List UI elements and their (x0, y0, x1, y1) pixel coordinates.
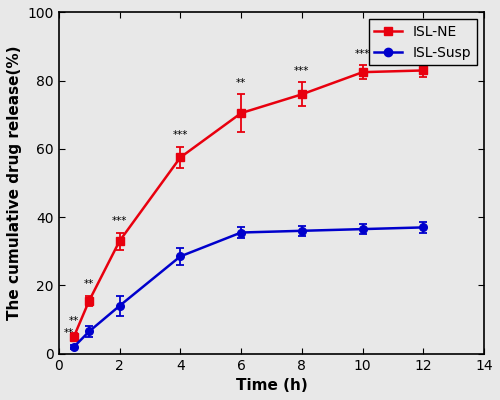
Text: ***: *** (172, 130, 188, 140)
Text: **: ** (84, 279, 94, 289)
Text: ***: *** (294, 66, 310, 76)
Legend: ISL-NE, ISL-Susp: ISL-NE, ISL-Susp (368, 19, 478, 66)
Text: ***: *** (355, 48, 370, 58)
Y-axis label: The cumulative drug release(%): The cumulative drug release(%) (7, 46, 22, 320)
Text: ***: *** (416, 47, 431, 57)
X-axis label: Time (h): Time (h) (236, 378, 308, 393)
Text: ***: *** (112, 216, 127, 226)
Text: **: ** (236, 78, 246, 88)
Text: **: ** (69, 316, 79, 326)
Text: **: ** (64, 328, 74, 338)
